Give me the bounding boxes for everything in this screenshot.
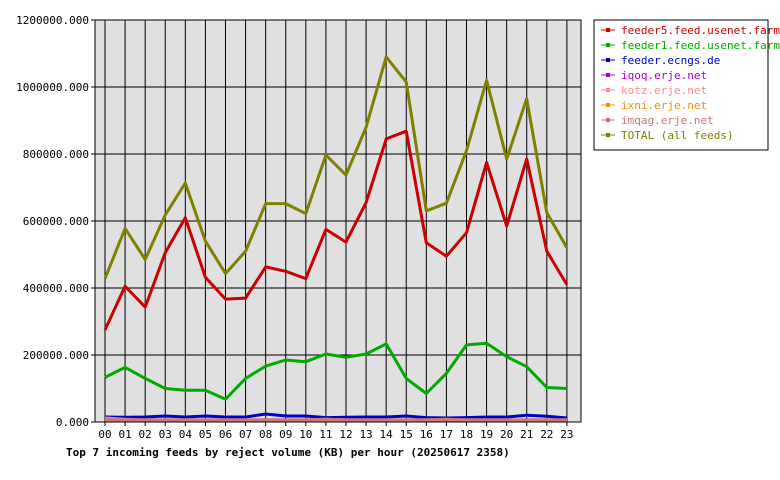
chart-title: Top 7 incoming feeds by reject volume (K… xyxy=(66,446,510,459)
x-tick-label: 13 xyxy=(359,428,372,441)
x-tick-label: 03 xyxy=(159,428,172,441)
legend-label: feeder5.feed.usenet.farm xyxy=(621,24,780,37)
legend-label: feeder.ecngs.de xyxy=(621,54,720,67)
x-tick-label: 11 xyxy=(319,428,332,441)
x-tick-label: 14 xyxy=(380,428,394,441)
x-tick-label: 18 xyxy=(460,428,473,441)
legend-label: kotz.erje.net xyxy=(621,84,707,97)
legend-label: ixni.erje.net xyxy=(621,99,707,112)
x-axis-ticks: 00 01 02 03 04 05 06 07 08 09 10 11 12 13 14 15 16 17 18 19… xyxy=(98,422,574,441)
legend-marker xyxy=(606,43,610,47)
x-tick-label: 00 xyxy=(98,428,111,441)
x-tick-label: 08 xyxy=(259,428,272,441)
legend-marker xyxy=(606,103,610,107)
x-tick-label: 10 xyxy=(299,428,312,441)
y-tick-label: 400000.000 xyxy=(23,282,89,295)
x-tick-label: 23 xyxy=(560,428,573,441)
legend-marker xyxy=(606,118,610,122)
x-tick-label: 22 xyxy=(540,428,553,441)
x-tick-label: 12 xyxy=(339,428,352,441)
series-line-0 xyxy=(103,129,569,331)
x-tick-label: 07 xyxy=(239,428,252,441)
series-group xyxy=(103,55,569,423)
x-tick-label: 15 xyxy=(400,428,413,441)
x-tick-label: 19 xyxy=(480,428,493,441)
x-tick-label: 17 xyxy=(440,428,453,441)
legend-label: iqoq.erje.net xyxy=(621,69,707,82)
y-tick-label: 600000.000 xyxy=(23,215,89,228)
x-tick-label: 21 xyxy=(520,428,533,441)
y-axis-ticks: 0.000 200000.000 400000.000 600000.000 80000… xyxy=(16,14,95,429)
legend-box xyxy=(593,19,769,151)
legend: feeder5.feed.usenet.farm feeder1.feed.use… xyxy=(593,19,780,151)
x-tick-label: 06 xyxy=(219,428,232,441)
x-tick-label: 01 xyxy=(118,428,131,441)
series-line-1 xyxy=(104,341,567,401)
y-tick-label: 200000.000 xyxy=(23,349,89,362)
grid xyxy=(95,19,581,423)
legend-marker xyxy=(606,133,610,137)
y-tick-label: 1200000.000 xyxy=(16,14,89,27)
series-line-7 xyxy=(103,55,569,280)
y-tick-label: 0.000 xyxy=(56,416,89,429)
x-tick-label: 09 xyxy=(279,428,292,441)
legend-label: imqag.erje.net xyxy=(621,114,714,127)
y-tick-label: 1000000.000 xyxy=(16,81,89,94)
legend-marker xyxy=(606,88,610,92)
x-tick-label: 02 xyxy=(139,428,152,441)
x-tick-label: 20 xyxy=(500,428,513,441)
legend-marker xyxy=(606,28,610,32)
legend-label: feeder1.feed.usenet.farm xyxy=(621,39,780,52)
legend-marker xyxy=(606,73,610,77)
x-tick-label: 04 xyxy=(179,428,193,441)
x-tick-label: 16 xyxy=(420,428,433,441)
y-tick-label: 800000.000 xyxy=(23,148,89,161)
x-tick-label: 05 xyxy=(199,428,212,441)
plot-border xyxy=(94,19,582,423)
series-line-2 xyxy=(104,412,568,420)
legend-label: TOTAL (all feeds) xyxy=(621,129,734,142)
legend-marker xyxy=(606,58,610,62)
